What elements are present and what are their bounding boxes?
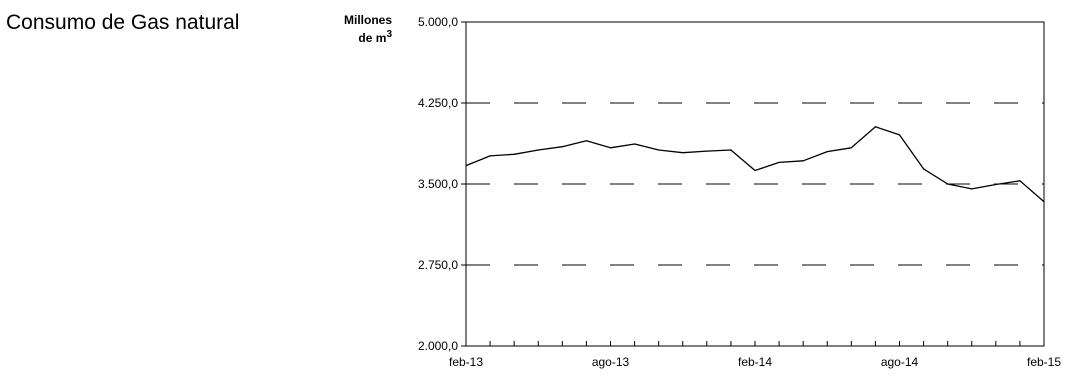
data-point bbox=[778, 161, 780, 163]
data-point bbox=[465, 165, 467, 167]
x-tick-label: feb-13 bbox=[449, 355, 483, 369]
y-axis-title-superscript: 3 bbox=[386, 29, 392, 41]
x-axis: feb-13 ago-13 feb-14 ago-14 feb-15 bbox=[449, 341, 1061, 369]
x-tick-label: ago-14 bbox=[881, 355, 919, 369]
data-point bbox=[802, 160, 804, 162]
data-point bbox=[898, 134, 901, 136]
data-point bbox=[874, 126, 877, 128]
y-axis-title-line1: Millones bbox=[343, 13, 392, 27]
chart-title: Consumo de Gas natural bbox=[6, 11, 240, 34]
data-point bbox=[658, 149, 660, 151]
data-point bbox=[537, 149, 539, 151]
x-tick-label: ago-13 bbox=[592, 355, 630, 369]
data-point bbox=[1019, 180, 1021, 182]
data-point bbox=[850, 147, 852, 149]
data-point bbox=[489, 155, 491, 157]
data-point bbox=[609, 147, 612, 149]
data-point bbox=[634, 143, 636, 145]
x-tick-label: feb-15 bbox=[1027, 355, 1061, 369]
data-point bbox=[754, 169, 756, 172]
data-point bbox=[826, 151, 828, 153]
data-point bbox=[561, 146, 563, 148]
data-point bbox=[995, 183, 997, 186]
y-tick-label: 4.250,0 bbox=[418, 96, 458, 110]
y-tick-label: 2.750,0 bbox=[418, 258, 458, 272]
data-point bbox=[947, 183, 949, 185]
y-axis-title: Millones de m3 bbox=[312, 12, 392, 46]
y-tick-label: 5.000,0 bbox=[418, 15, 458, 29]
y-tick-label: 2.000,0 bbox=[418, 339, 458, 353]
data-point bbox=[1043, 201, 1045, 203]
data-point bbox=[682, 152, 684, 154]
gridlines bbox=[466, 102, 1044, 266]
series-line bbox=[465, 126, 1045, 203]
y-axis-title-unit: de m bbox=[358, 31, 387, 46]
y-axis: 2.000,0 2.750,0 3.500,0 4.250,0 5.000,0 bbox=[418, 15, 466, 353]
x-tick-label: feb-14 bbox=[738, 355, 772, 369]
data-point bbox=[730, 149, 732, 151]
data-point bbox=[923, 168, 925, 170]
y-tick-label: 3.500,0 bbox=[418, 177, 458, 191]
data-point bbox=[513, 153, 515, 155]
data-point bbox=[585, 140, 588, 142]
y-axis-title-line2: de m3 bbox=[312, 28, 392, 46]
data-point bbox=[971, 188, 973, 190]
data-point bbox=[706, 150, 708, 152]
series bbox=[465, 126, 1045, 203]
